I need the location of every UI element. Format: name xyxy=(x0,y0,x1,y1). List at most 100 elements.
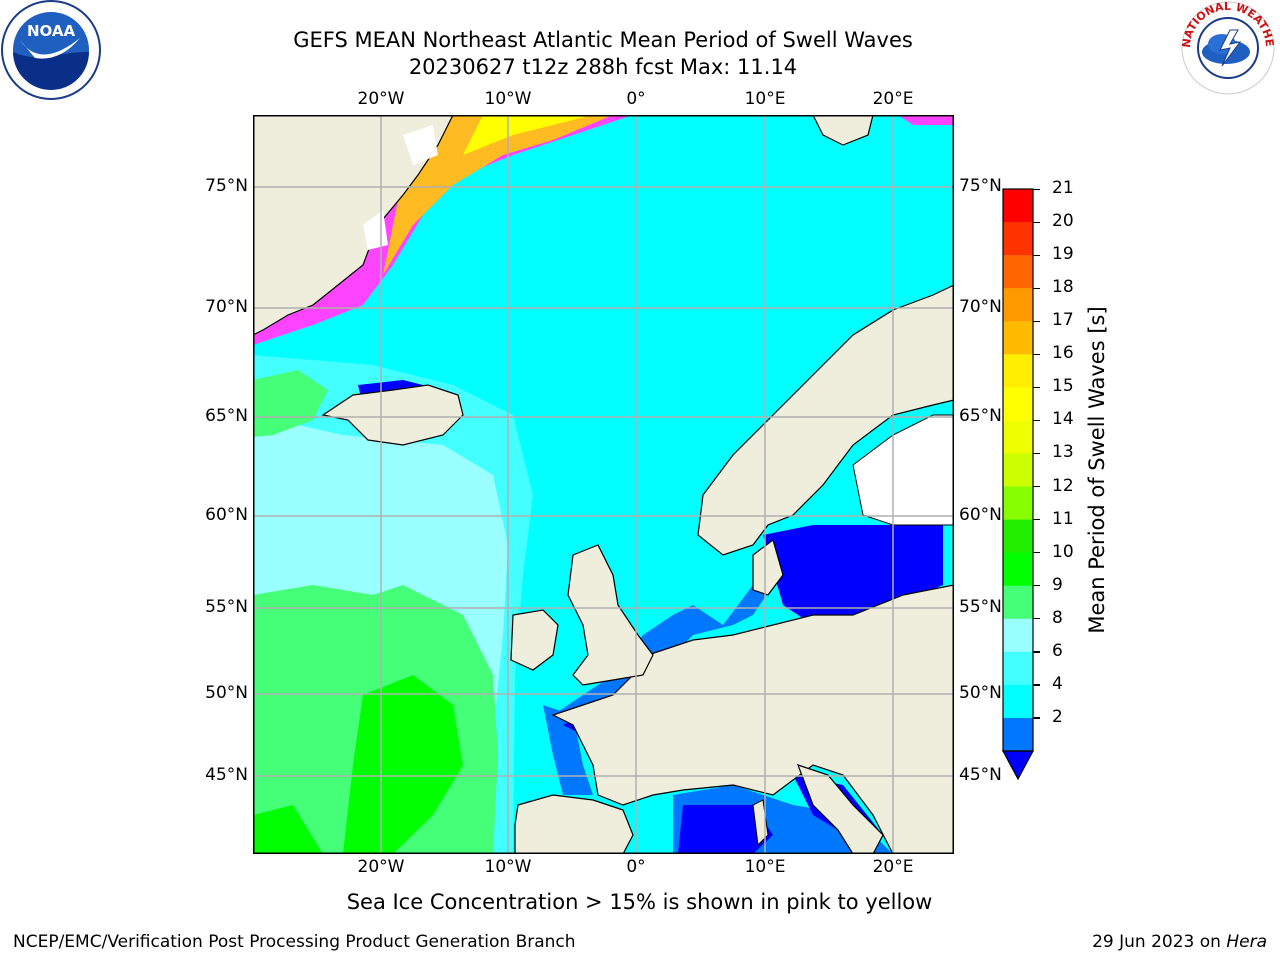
lat-tick-right-75n: 75°N xyxy=(959,176,1002,196)
noaa-logo-text: NOAA xyxy=(27,22,76,40)
colorbar-band xyxy=(1003,354,1033,388)
colorbar-band xyxy=(1003,519,1033,554)
colorbar-tick-label: 12 xyxy=(1052,475,1074,496)
colorbar-band xyxy=(1003,717,1033,752)
lat-tick-left-65n: 65°N xyxy=(205,406,248,426)
land-denmark xyxy=(752,538,784,596)
sea-ice-yellow xyxy=(463,115,593,155)
sea-ice-orange xyxy=(383,115,613,275)
colorbar-tick-mark xyxy=(1033,552,1040,554)
colorbar-tick-mark xyxy=(1033,684,1040,686)
swell-period-map xyxy=(253,115,954,854)
footer-date-text: 29 Jun 2023 on xyxy=(1092,932,1227,952)
colorbar-band xyxy=(1003,453,1033,488)
colorbar-tick-label: 18 xyxy=(1052,277,1074,298)
lon-tick-top-10e: 10°E xyxy=(744,89,786,109)
colorbar-tick-label: 17 xyxy=(1052,310,1074,331)
colorbar-tick-label: 15 xyxy=(1052,376,1074,397)
footer-branch: NCEP/EMC/Verification Post Processing Pr… xyxy=(13,932,576,952)
lat-tick-left-60n: 60°N xyxy=(205,505,248,525)
land-great-britain xyxy=(567,544,654,686)
colorbar-tick-label: 11 xyxy=(1052,508,1074,529)
land-europe xyxy=(551,584,954,854)
colorbar-tick-label: 21 xyxy=(1052,178,1074,198)
lon-tick-top-10w: 10°W xyxy=(484,89,532,109)
land-iceland xyxy=(321,384,464,446)
colorbar-tick-mark xyxy=(1033,287,1040,289)
colorbar-tick-mark xyxy=(1033,717,1040,719)
colorbar-tick-mark xyxy=(1033,452,1040,455)
colorbar-tick-mark xyxy=(1033,386,1040,389)
colorbar-tick-label: 13 xyxy=(1052,442,1074,463)
colorbar-band xyxy=(1003,189,1033,223)
colorbar-band xyxy=(1003,651,1033,686)
colorbar-tick-mark xyxy=(1033,651,1040,653)
lon-tick-top-0: 0° xyxy=(626,89,646,109)
colorbar-tick-label: 8 xyxy=(1052,607,1063,628)
lon-tick-bottom-0: 0° xyxy=(626,857,646,877)
map-frame xyxy=(253,115,954,854)
colorbar-band xyxy=(1003,222,1033,256)
colorbar-band xyxy=(1003,552,1033,587)
colorbar-band xyxy=(1003,387,1033,421)
footer-date: 29 Jun 2023 on Hera xyxy=(1092,932,1267,952)
colorbar-band xyxy=(1003,420,1033,454)
colorbar-tick-mark xyxy=(1033,519,1040,521)
colorbar-tick-mark xyxy=(1033,353,1040,355)
colorbar-tick-mark xyxy=(1033,618,1040,620)
lat-tick-right-45n: 45°N xyxy=(959,765,1002,785)
ocean-field-dark-blue-med xyxy=(678,805,773,854)
colorbar-tick-mark xyxy=(1033,188,1040,190)
land-svalbard xyxy=(812,115,874,146)
lat-tick-right-50n: 50°N xyxy=(959,683,1002,703)
ocean-field-blue-biscay xyxy=(543,705,593,795)
lat-tick-left-45n: 45°N xyxy=(205,765,248,785)
lat-tick-left-75n: 75°N xyxy=(205,176,248,196)
colorbar-band xyxy=(1003,618,1033,653)
colorbar-tick-mark xyxy=(1033,254,1040,256)
lat-tick-right-55n: 55°N xyxy=(959,597,1002,617)
land-italy xyxy=(796,764,884,854)
land-ireland xyxy=(510,609,559,671)
lon-tick-top-20w: 20°W xyxy=(357,89,405,109)
colorbar-tick-mark xyxy=(1033,320,1040,322)
lat-tick-left-70n: 70°N xyxy=(205,297,248,317)
lon-tick-bottom-10w: 10°W xyxy=(484,857,532,877)
lon-tick-bottom-20e: 20°E xyxy=(872,857,914,877)
lon-tick-bottom-20w: 20°W xyxy=(357,857,405,877)
colorbar xyxy=(1001,188,1035,781)
ocean-field-blue-north-sea xyxy=(553,535,793,715)
lat-tick-right-70n: 70°N xyxy=(959,297,1002,317)
lon-tick-bottom-10e: 10°E xyxy=(744,857,786,877)
colorbar-tick-label: 14 xyxy=(1052,409,1074,430)
sea-ice-note: Sea Ice Concentration > 15% is shown in … xyxy=(346,890,933,914)
colorbar-min-arrow xyxy=(1001,750,1035,781)
colorbar-band xyxy=(1003,321,1033,355)
lat-tick-left-50n: 50°N xyxy=(205,683,248,703)
noaa-logo-icon: NOAA xyxy=(1,0,101,100)
nws-logo-icon: NATIONAL WEATHER SERVICE xyxy=(1176,0,1276,95)
colorbar-band xyxy=(1003,288,1033,322)
graticule xyxy=(253,115,954,854)
colorbar-tick-mark xyxy=(1033,419,1040,422)
colorbar-band xyxy=(1003,255,1033,289)
colorbar-tick-label: 16 xyxy=(1052,343,1074,364)
ocean-field-green-edge xyxy=(253,805,323,854)
lat-tick-right-60n: 60°N xyxy=(959,505,1002,525)
colorbar-frame xyxy=(1002,188,1034,752)
colorbar-tick-mark xyxy=(1033,585,1040,587)
footer-machine: Hera xyxy=(1226,932,1267,952)
map-title-line2: 20230627 t12z 288h fcst Max: 11.14 xyxy=(408,55,798,79)
lat-tick-right-65n: 65°N xyxy=(959,406,1002,426)
colorbar-band xyxy=(1003,585,1033,620)
colorbar-tick-label: 6 xyxy=(1052,640,1063,661)
ocean-field-green-core xyxy=(343,675,463,854)
colorbar-tick-mark xyxy=(1033,486,1040,488)
colorbar-band xyxy=(1003,486,1033,521)
colorbar-tick-label: 4 xyxy=(1052,673,1063,694)
colorbar-tick-mark xyxy=(1033,221,1040,223)
colorbar-band xyxy=(1003,684,1033,719)
colorbar-tick-label: 10 xyxy=(1052,541,1074,562)
map-title-line1: GEFS MEAN Northeast Atlantic Mean Period… xyxy=(293,28,913,52)
lat-tick-left-55n: 55°N xyxy=(205,597,248,617)
